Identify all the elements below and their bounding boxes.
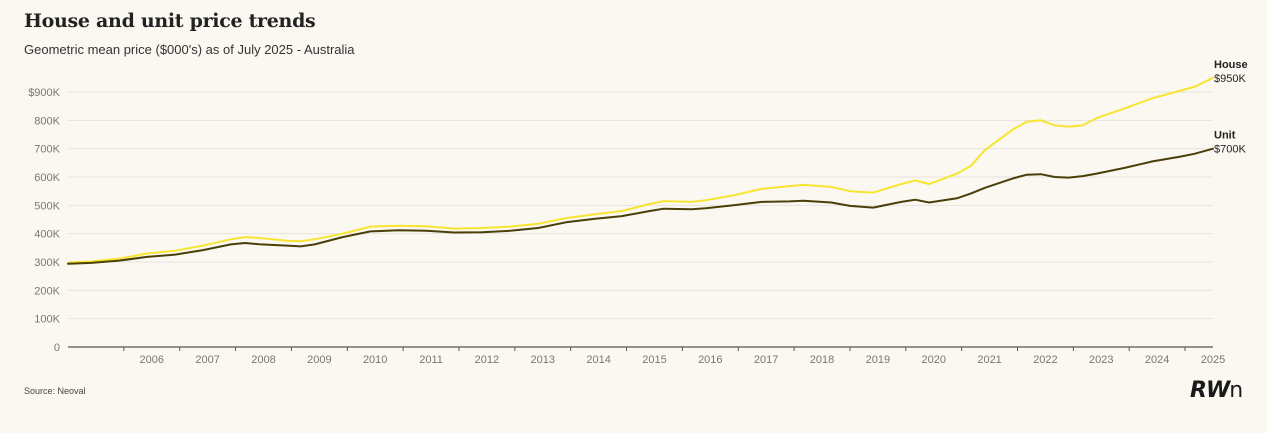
x-tick-label: 2011 xyxy=(419,354,443,366)
x-tick-label: 2007 xyxy=(195,354,219,366)
x-tick-label: 2010 xyxy=(363,354,387,366)
series-line-house xyxy=(67,76,1214,264)
series-lines xyxy=(67,76,1214,265)
y-tick-label: 500K xyxy=(34,200,60,212)
y-tick-label: 700K xyxy=(34,144,60,156)
x-tick-label: 2013 xyxy=(531,354,555,366)
x-tick-label: 2018 xyxy=(810,354,834,366)
source-note: Source: Neoval xyxy=(24,386,86,396)
y-tick-label: 0 xyxy=(54,342,60,354)
x-tick-label: 2009 xyxy=(307,354,331,366)
y-tick-label: 300K xyxy=(34,257,60,269)
x-tick-label: 2024 xyxy=(1145,354,1169,366)
brand-logo: RWn xyxy=(1190,378,1243,403)
y-axis-ticks: 0 100K 200K 300K 400K 500K 600K 700K 800K $900K xyxy=(28,87,60,354)
series-end-value-unit: $700K xyxy=(1214,144,1246,156)
x-tick-label: 2022 xyxy=(1033,354,1057,366)
x-tick-label: 2020 xyxy=(921,354,945,366)
x-tick-label: 2019 xyxy=(866,354,890,366)
x-tick-label: 2012 xyxy=(475,354,499,366)
grid-lines xyxy=(68,91,1213,348)
series-end-value-house: $950K xyxy=(1214,73,1246,85)
series-label-unit: Unit xyxy=(1214,130,1236,142)
x-tick-label: 2023 xyxy=(1089,354,1113,366)
x-tick-label: 2017 xyxy=(754,354,778,366)
y-tick-label: $900K xyxy=(28,87,60,99)
series-label-house: House xyxy=(1214,59,1248,71)
x-axis-ticks: 2006 2007 2008 2009 2010 2011 2012 2013 2014 2015… xyxy=(123,347,1225,366)
x-tick-label: 2008 xyxy=(251,354,275,366)
x-tick-label: 2025 xyxy=(1201,354,1225,366)
y-tick-label: 100K xyxy=(34,314,60,326)
x-tick-label: 2015 xyxy=(642,354,666,366)
x-tick-label: 2014 xyxy=(586,354,610,366)
x-tick-label: 2016 xyxy=(698,354,722,366)
x-tick-label: 2021 xyxy=(977,354,1001,366)
y-tick-label: 600K xyxy=(34,172,60,184)
y-tick-label: 200K xyxy=(34,285,60,297)
chart-title: House and unit price trends xyxy=(24,10,316,32)
x-tick-label: 2006 xyxy=(140,354,164,366)
end-labels: House $950K Unit $700K xyxy=(1214,59,1248,156)
y-tick-label: 800K xyxy=(34,115,60,127)
chart-subtitle: Geometric mean price ($000's) as of July… xyxy=(24,42,355,57)
series-line-unit xyxy=(67,147,1214,265)
y-tick-label: 400K xyxy=(34,229,60,241)
